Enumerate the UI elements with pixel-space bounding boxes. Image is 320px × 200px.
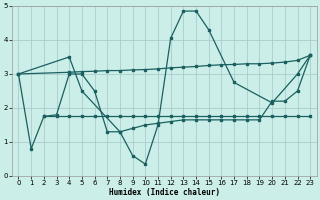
X-axis label: Humidex (Indice chaleur): Humidex (Indice chaleur) [109, 188, 220, 197]
